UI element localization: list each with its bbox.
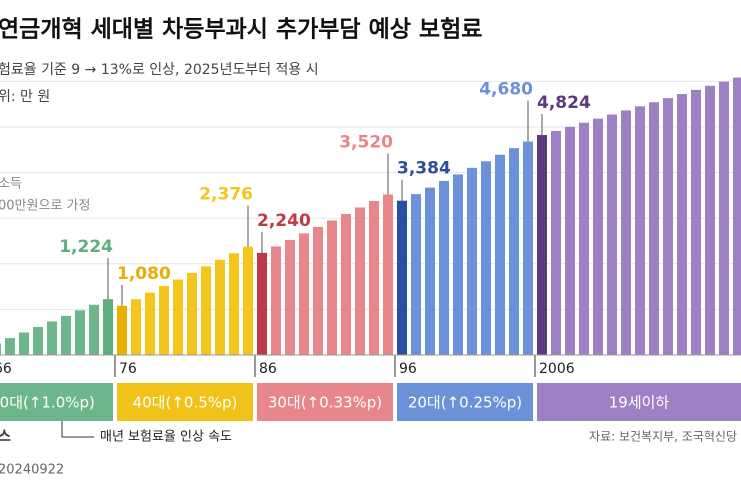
value-label: 4,680 [479,80,533,100]
value-label: 2,240 [257,211,311,231]
bar [593,118,603,356]
bar [75,310,85,355]
bar [439,180,449,355]
annotation-connector [61,421,94,438]
source: 자료: 보건복지부, 조국혁신당 [589,430,737,444]
generation-label: 20대(↑0.25%p) [408,394,522,412]
bar [383,194,393,355]
bar [719,81,729,356]
footer: 20240922 [0,463,64,478]
bar [733,77,741,355]
generation-band [0,383,113,421]
bar [705,85,715,356]
bar [621,110,631,355]
unit: 위: 만 원 [0,89,50,105]
generation-band [117,383,253,421]
x-tick-label: 76 [119,361,137,377]
bar [33,327,43,355]
x-tick-label: 86 [259,361,277,377]
subtitle: 험료율 기준 9 → 13%로 인상, 2025년도부터 적용 시 [0,62,319,78]
bar [397,200,407,355]
bar [61,315,71,355]
bar [271,246,281,355]
bar [467,167,477,355]
bar [103,299,113,355]
note: 소득 [0,177,22,192]
value-label: 1,080 [117,264,171,284]
bar [299,233,309,355]
generation-band [537,383,741,421]
bar [495,154,505,355]
bar [19,332,29,355]
bar [117,305,127,355]
bar [285,239,295,355]
generation-label: 30대(↑0.33%p) [268,394,382,412]
bar [369,200,379,355]
bar [159,286,169,355]
bar [565,126,575,355]
bar [411,194,421,355]
x-tick-label: 66 [0,361,12,377]
bar [523,141,533,355]
bar [47,321,57,355]
bar [551,130,561,355]
bar [215,259,225,355]
bar [453,174,463,355]
generation-label: 40대(↑0.5%p) [133,394,238,412]
bar [355,207,365,355]
bar [691,89,701,356]
annotation: 매년 보험료율 인상 속도 [100,430,232,445]
bar [243,246,253,355]
bar [257,252,267,355]
bar [677,93,687,356]
chart-title: 연금개혁 세대별 차등부과시 추가부담 예상 보험료 [0,17,482,43]
generation-label: 50대(↑1.0%p) [0,394,95,412]
bar [341,213,351,355]
value-label: 3,520 [339,132,393,152]
value-label: 2,376 [199,185,253,205]
bar [5,338,15,355]
bar [607,114,617,355]
value-label: 1,224 [59,237,113,257]
bar [201,266,211,355]
note: 00만원으로 가정 [0,199,90,214]
bar [0,343,1,355]
bar [663,98,673,355]
bar [579,122,589,356]
bar [89,304,99,355]
bar [537,135,547,355]
bar [313,226,323,355]
bar [425,187,435,355]
x-tick-label: 96 [399,361,417,377]
bar [131,299,141,355]
bar [173,279,183,355]
generation-band [257,383,393,421]
bar [509,148,519,355]
bar [481,161,491,355]
x-tick-label: 2006 [539,361,575,377]
bar [145,292,155,355]
credit: 스 [0,429,11,445]
bar [327,220,337,355]
generation-label: 19세이하 [609,394,670,412]
bar [649,102,659,355]
bar [635,106,645,355]
value-label: 3,384 [397,159,451,179]
bar [187,272,197,355]
generation-band [397,383,533,421]
bar [229,253,239,355]
value-label: 4,824 [537,93,591,113]
